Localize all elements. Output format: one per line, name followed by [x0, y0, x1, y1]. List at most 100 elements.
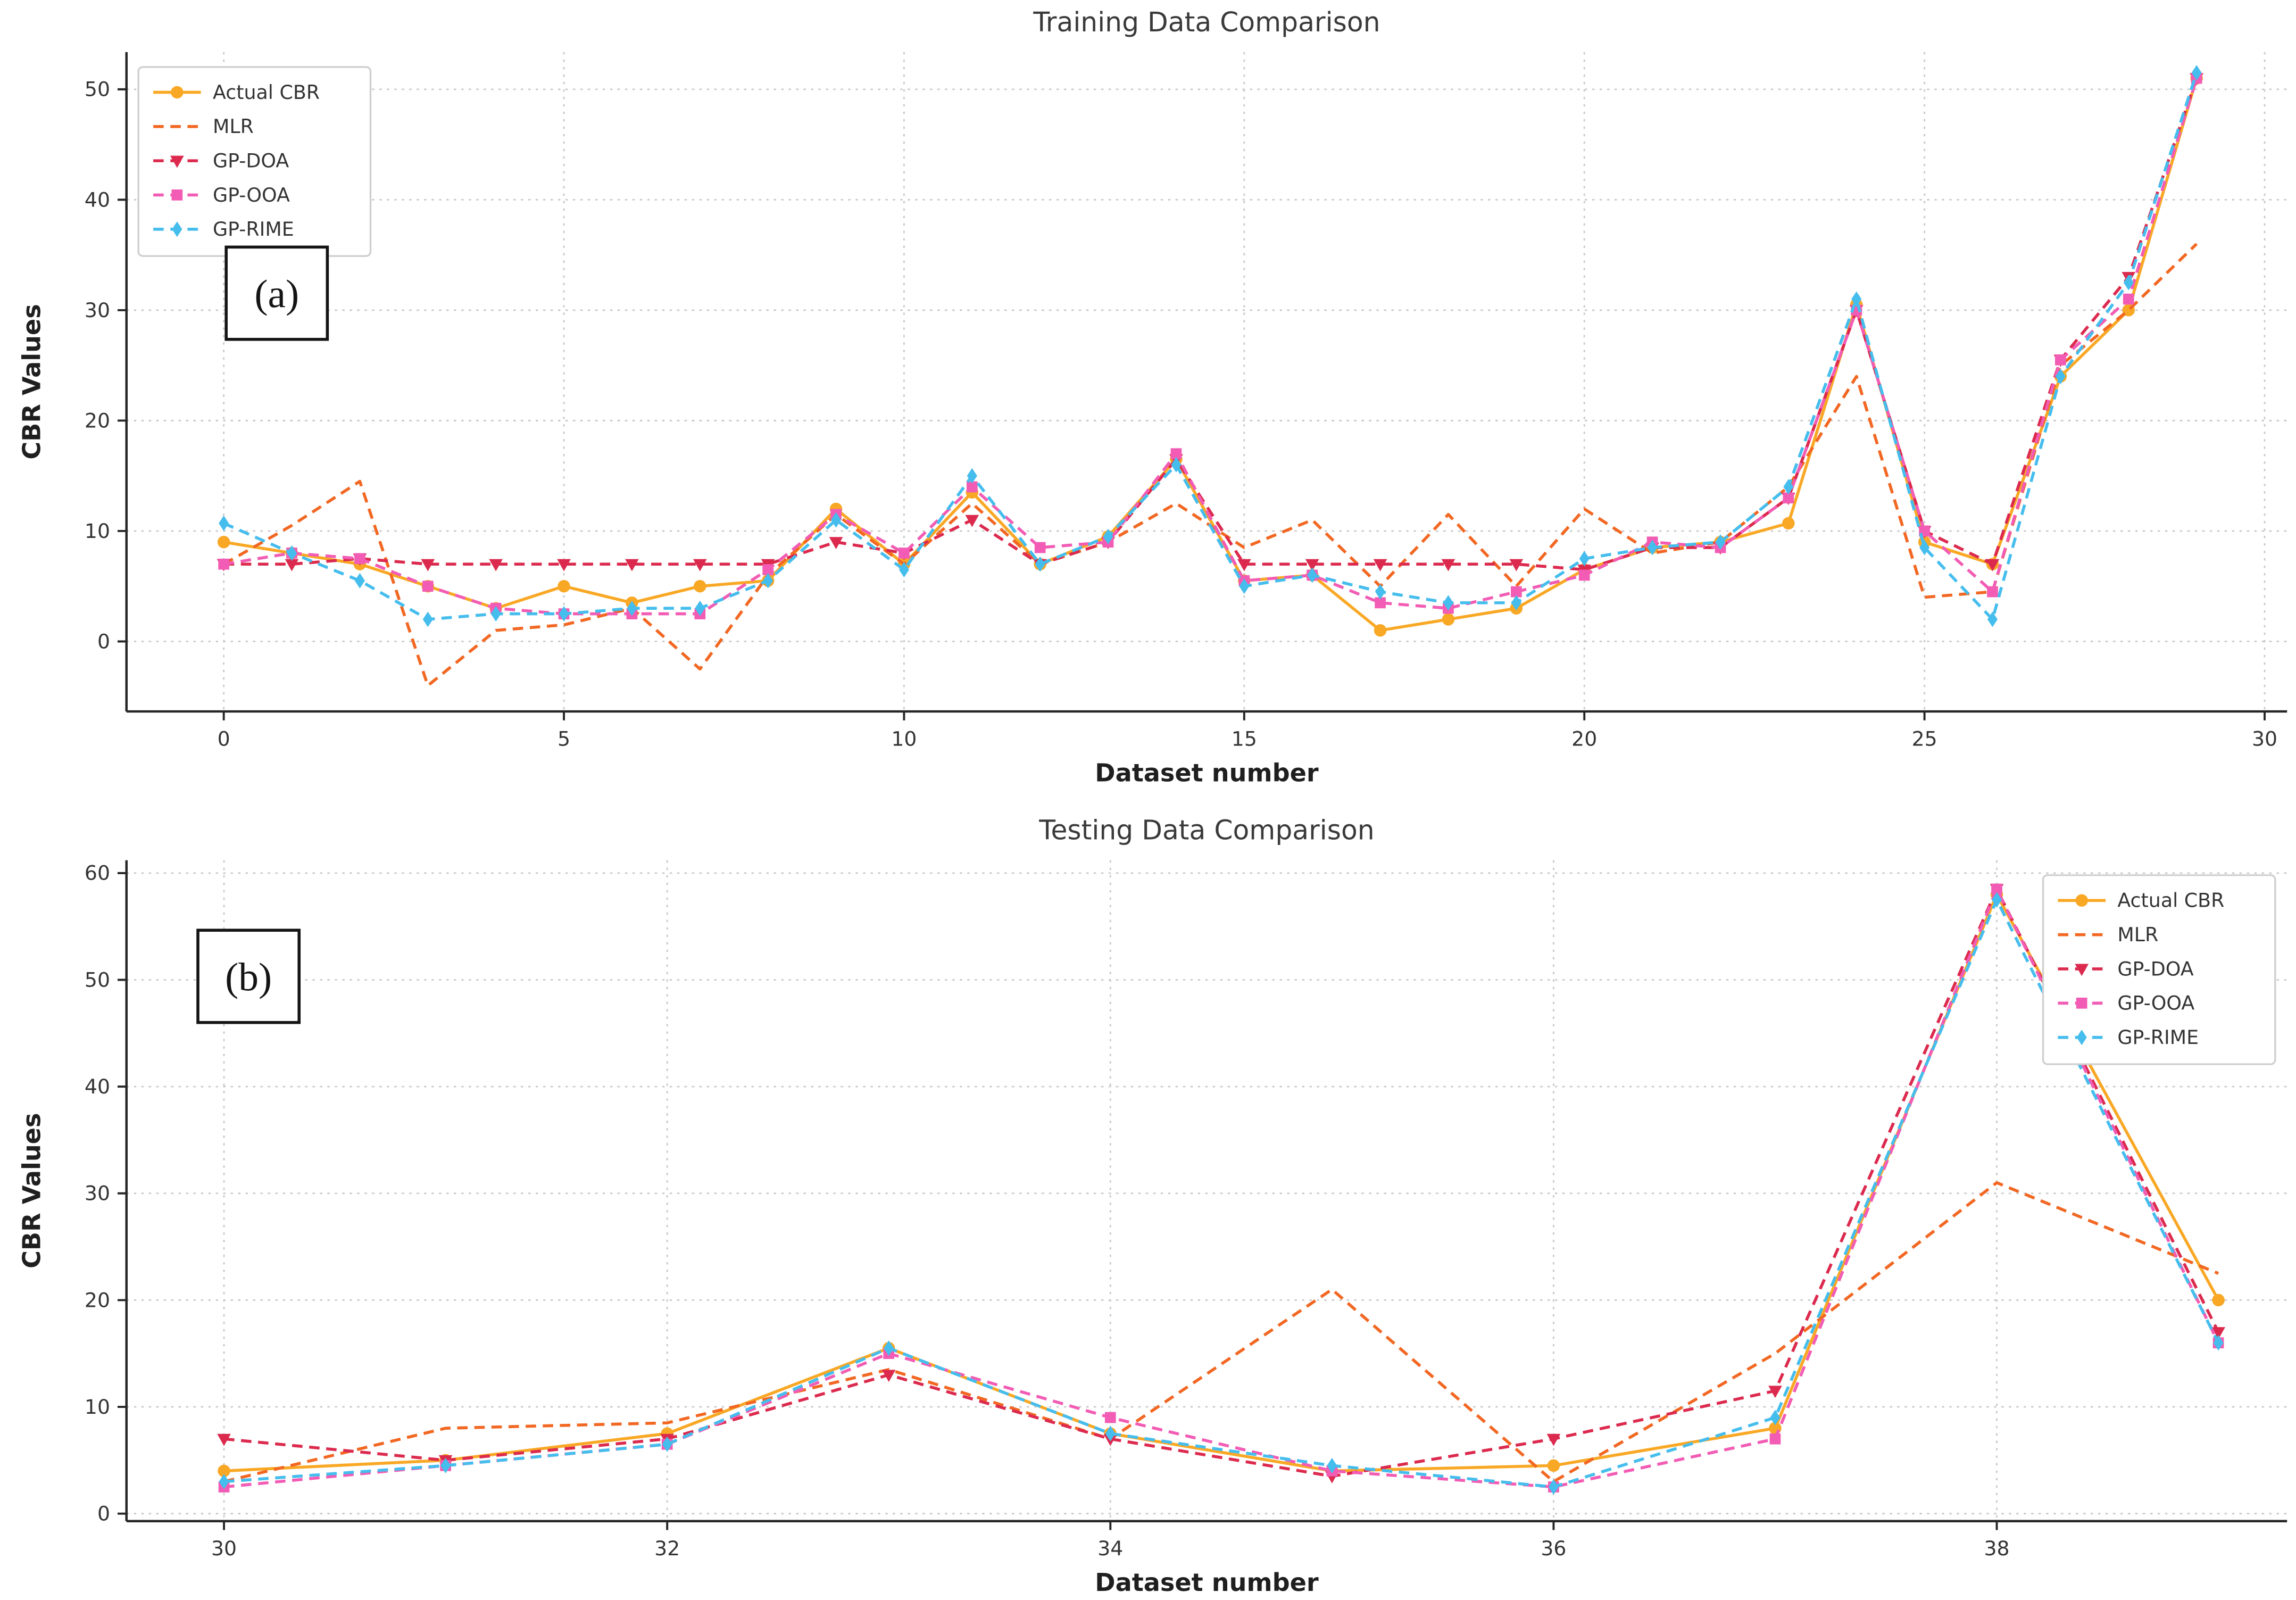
y-tick-label: 30 [85, 299, 110, 322]
legend-marker-gp-ooa [171, 189, 183, 201]
series-gp-rime-marker [559, 606, 569, 622]
legend-entry-label: MLR [2117, 923, 2158, 946]
series-gp-doa-line [223, 888, 2220, 1478]
series-actual-cbr-line [223, 78, 2198, 632]
series-gp-ooa-marker [218, 558, 229, 570]
series-actual-cbr-line [223, 893, 2220, 1473]
series-actual-cbr-marker [1547, 1459, 1560, 1472]
series-gp-doa-marker [1509, 559, 1524, 571]
series-gp-rime-marker [662, 1436, 672, 1452]
y-tick-label: 50 [85, 968, 110, 991]
series-gp-doa-marker [489, 559, 503, 571]
series-gp-doa-marker [1985, 559, 2000, 571]
series-gp-rime-marker [1103, 528, 1113, 544]
x-tick-label: 10 [891, 727, 917, 750]
series-gp-ooa-marker [899, 548, 910, 559]
series-gp-doa-marker [693, 559, 707, 571]
y-tick-label: 20 [85, 409, 110, 432]
series-gp-ooa-marker [1769, 1433, 1781, 1445]
series-actual-cbr-marker [217, 535, 230, 549]
y-tick-label: 30 [85, 1182, 110, 1205]
x-axis-label: Dataset number [1095, 1568, 1319, 1597]
chart-title: Testing Data Comparison [1038, 815, 1374, 846]
series-gp-ooa-marker [2123, 293, 2134, 305]
series-gp-rime-marker [490, 606, 501, 622]
series-gp-doa-marker [285, 559, 299, 571]
series-gp-rime-marker [354, 573, 365, 588]
y-tick-label: 0 [97, 1502, 110, 1526]
x-tick-label: 32 [654, 1537, 680, 1560]
series-gp-rime-marker [1579, 551, 1590, 567]
x-tick-label: 38 [1984, 1537, 2010, 1560]
series-gp-rime-marker [1851, 291, 1862, 307]
series-gp-rime-line [223, 898, 2220, 1489]
series-gp-rime-marker [219, 515, 229, 531]
panel-label: (b) [225, 956, 272, 1000]
legend-marker-actual-cbr [171, 86, 184, 99]
legend-marker-gp-ooa [2076, 997, 2087, 1009]
series-gp-doa-marker [217, 1433, 231, 1446]
legend: Actual CBR MLR GP-DOA GP-OOA GP-RIME [2042, 874, 2276, 1065]
series-gp-ooa-marker [1510, 586, 1522, 598]
series-gp-ooa-marker [762, 564, 774, 575]
y-tick-label: 0 [97, 629, 110, 653]
series-gp-ooa-marker [1104, 1412, 1116, 1423]
x-tick-label: 30 [2252, 727, 2277, 750]
y-tick-label: 40 [85, 1075, 110, 1098]
x-tick-label: 15 [1232, 727, 1257, 750]
series-gp-doa-marker [421, 559, 435, 571]
series-gp-rime-marker [1548, 1479, 1559, 1495]
y-tick-label: 40 [85, 188, 110, 211]
x-axis-label: Dataset number [1095, 759, 1319, 787]
series-gp-doa-marker [829, 537, 843, 550]
panel-label-box [196, 929, 301, 1024]
series-gp-ooa-marker [1987, 586, 1998, 598]
legend-marker-gp-doa [170, 155, 184, 168]
series-gp-ooa-marker [1170, 448, 1182, 460]
series-gp-doa-marker [1546, 1433, 1561, 1446]
x-tick-label: 36 [1541, 1537, 1566, 1560]
series-gp-rime-marker [1770, 1410, 1781, 1425]
panel-label-box [224, 245, 329, 341]
y-tick-label: 10 [85, 1395, 110, 1419]
legend-entry-label: GP-RIME [2117, 1026, 2199, 1049]
x-tick-label: 34 [1097, 1537, 1123, 1560]
series-gp-rime-marker [1783, 479, 1794, 495]
testing-chart-panel: 30 32 34 36 38 0 10 20 30 40 50 60 Testing Data Comp… [18, 815, 2287, 1597]
series-gp-rime-marker [422, 611, 433, 627]
series-gp-rime-marker [2123, 275, 2134, 291]
legend-entry-label: MLR [213, 115, 254, 138]
series-gp-ooa-marker [2055, 354, 2066, 366]
training-chart-panel: 0 5 10 15 20 25 30 0 10 20 30 40 50 Training Data Com… [18, 6, 2287, 787]
series-gp-ooa-marker [1783, 492, 1794, 504]
series-actual-cbr-marker [558, 579, 570, 593]
series-gp-doa-marker [625, 559, 639, 571]
legend-entry-label: GP-DOA [213, 149, 289, 172]
series-gp-rime-marker [1715, 534, 1726, 550]
series-gp-rime-marker [2191, 65, 2202, 81]
series-gp-ooa-line [223, 78, 2198, 616]
y-axis-label: CBR Values [18, 1113, 46, 1269]
y-tick-label: 50 [85, 78, 110, 101]
series-gp-doa-marker [2211, 1327, 2225, 1340]
series-gp-rime-marker [884, 1340, 894, 1356]
series-gp-ooa-marker [1991, 883, 2002, 895]
series-gp-rime-marker [1307, 567, 1318, 583]
series-gp-ooa-line [223, 888, 2220, 1489]
legend: Actual CBR MLR GP-DOA GP-OOA GP-RIME [137, 66, 372, 257]
x-tick-label: 0 [218, 727, 230, 750]
series-gp-doa-marker [1305, 559, 1319, 571]
chart-title: Training Data Comparison [1033, 6, 1380, 38]
legend-box [2042, 874, 2276, 1065]
series-actual-cbr-marker [218, 1464, 230, 1478]
panel-label: (a) [254, 272, 299, 317]
series-gp-ooa-marker [1034, 542, 1046, 553]
series-actual-cbr-marker [694, 579, 706, 593]
series-actual-cbr-marker [1782, 517, 1795, 530]
legend-entry-label: GP-RIME [213, 218, 294, 241]
series-gp-doa-marker [557, 559, 571, 571]
series-actual-cbr-marker [1374, 624, 1387, 637]
legend-marker-gp-rime [172, 221, 182, 237]
